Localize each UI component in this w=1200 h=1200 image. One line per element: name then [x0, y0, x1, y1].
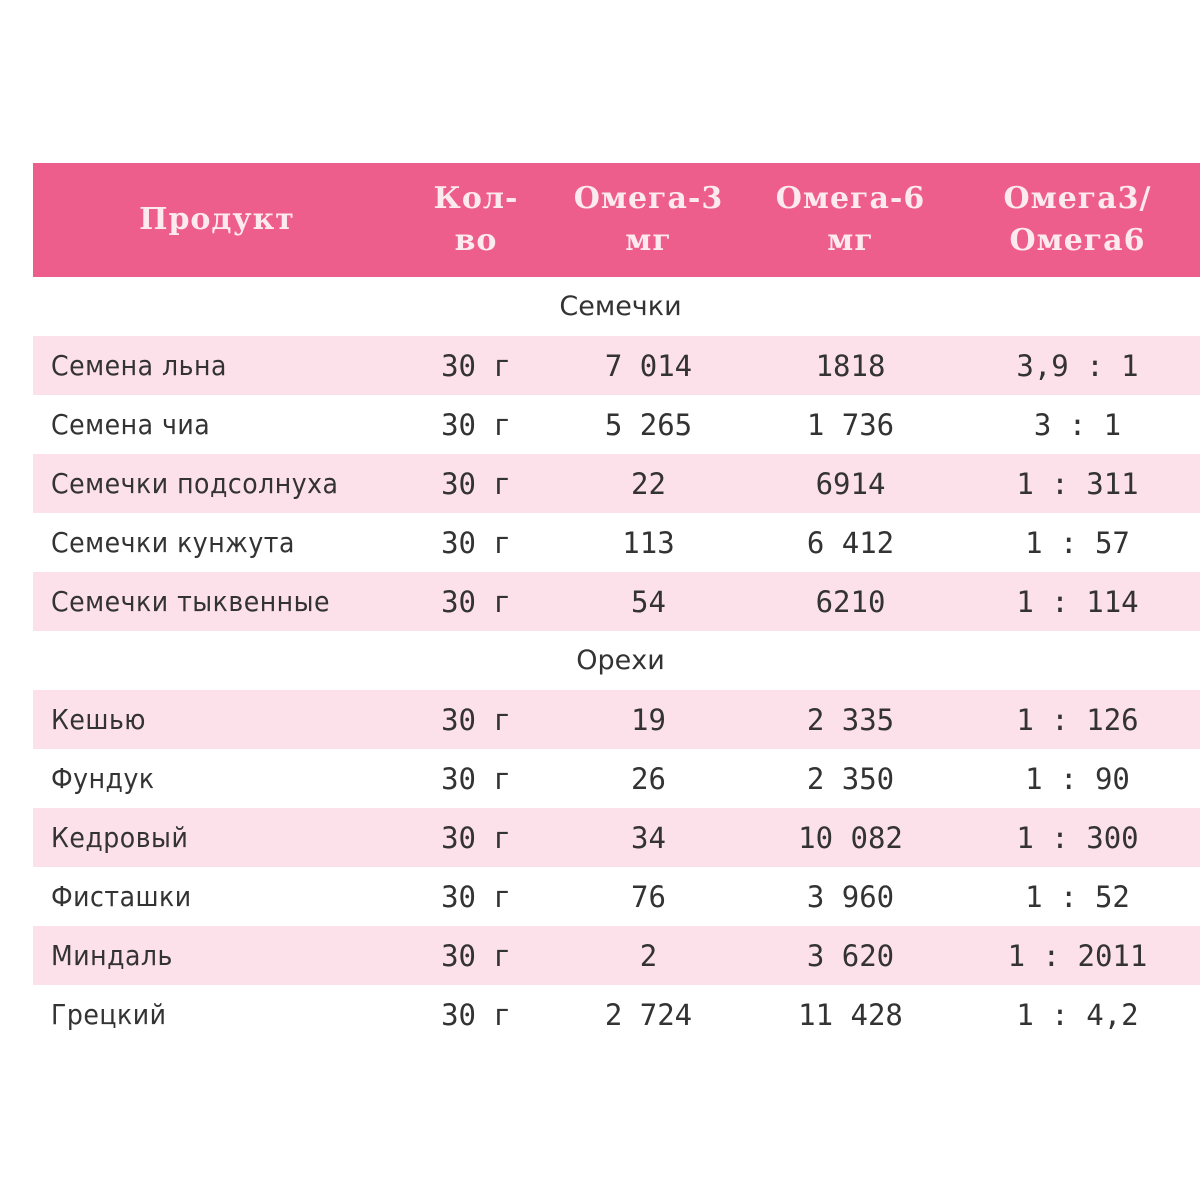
cell-ratio: 1 : 4,2	[1016, 997, 1139, 1032]
cell-qty: 30 г	[441, 584, 511, 619]
cell-omega6: 2 350	[806, 761, 895, 796]
table-header: Продукт Кол- во Омега-3 мг Омега-6 мг Ом…	[33, 163, 1200, 277]
section-title-text: Орехи	[576, 645, 665, 676]
cell-qty: 30 г	[441, 938, 511, 973]
cell-omega6: 6914	[815, 466, 886, 501]
cell-product: Семечки кунжута	[51, 526, 295, 559]
cell-product: Кедровый	[51, 821, 189, 854]
table-row: Семена льна 30 г 7 014 1818 3,9 : 1	[33, 336, 1200, 395]
table-row: Семечки кунжута 30 г 113 6 412 1 : 57	[33, 513, 1200, 572]
cell-ratio: 1 : 114	[1016, 584, 1139, 619]
cell-qty: 30 г	[441, 879, 511, 914]
header-omega3: Омега-3 мг	[573, 181, 724, 258]
cell-qty: 30 г	[441, 466, 511, 501]
cell-ratio: 1 : 57	[1025, 525, 1130, 560]
omega-table: Продукт Кол- во Омега-3 мг Омега-6 мг Ом…	[33, 163, 1200, 1044]
cell-qty: 30 г	[441, 702, 511, 737]
cell-product: Фундук	[51, 762, 155, 795]
cell-qty: 30 г	[441, 761, 511, 796]
cell-omega3: 113	[622, 525, 675, 560]
cell-omega3: 7 014	[604, 348, 693, 383]
cell-omega6: 6210	[815, 584, 886, 619]
cell-omega6: 2 335	[806, 702, 895, 737]
cell-ratio: 1 : 90	[1025, 761, 1130, 796]
table-row: Миндаль 30 г 2 3 620 1 : 2011	[33, 926, 1200, 985]
cell-omega3: 22	[631, 466, 666, 501]
cell-ratio: 1 : 311	[1016, 466, 1139, 501]
cell-ratio: 1 : 52	[1025, 879, 1130, 914]
table-row: Грецкий 30 г 2 724 11 428 1 : 4,2	[33, 985, 1200, 1044]
table-row: Кешью 30 г 19 2 335 1 : 126	[33, 690, 1200, 749]
cell-qty: 30 г	[441, 997, 511, 1032]
cell-omega6: 3 960	[806, 879, 895, 914]
cell-product: Грецкий	[51, 998, 167, 1031]
table-row: Фундук 30 г 26 2 350 1 : 90	[33, 749, 1200, 808]
cell-product: Кешью	[51, 703, 146, 736]
cell-qty: 30 г	[441, 407, 511, 442]
section-title-seeds: Семечки	[33, 277, 1200, 336]
cell-omega3: 2	[639, 938, 658, 973]
header-omega6: Омега-6 мг	[775, 181, 926, 258]
cell-omega3: 34	[631, 820, 666, 855]
table-row: Кедровый 30 г 34 10 082 1 : 300	[33, 808, 1200, 867]
cell-omega6: 1818	[815, 348, 886, 383]
cell-omega6: 1 736	[806, 407, 895, 442]
table-row: Семечки тыквенные 30 г 54 6210 1 : 114	[33, 572, 1200, 631]
cell-product: Фисташки	[51, 880, 192, 913]
cell-qty: 30 г	[441, 348, 511, 383]
section-title-nuts: Орехи	[33, 631, 1200, 690]
cell-product: Семена льна	[51, 349, 227, 382]
cell-omega6: 11 428	[798, 997, 903, 1032]
section-title-text: Семечки	[559, 291, 682, 322]
cell-ratio: 3 : 1	[1033, 407, 1122, 442]
cell-product: Семена чиа	[51, 408, 211, 441]
cell-omega3: 26	[631, 761, 666, 796]
cell-omega3: 76	[631, 879, 666, 914]
header-qty: Кол- во	[433, 181, 519, 258]
table-row: Фисташки 30 г 76 3 960 1 : 52	[33, 867, 1200, 926]
cell-qty: 30 г	[441, 820, 511, 855]
cell-omega6: 3 620	[806, 938, 895, 973]
cell-omega3: 5 265	[604, 407, 693, 442]
table-row: Семечки подсолнуха 30 г 22 6914 1 : 311	[33, 454, 1200, 513]
cell-omega3: 54	[631, 584, 666, 619]
header-product: Продукт	[139, 202, 295, 237]
cell-ratio: 1 : 126	[1016, 702, 1139, 737]
cell-ratio: 1 : 2011	[1007, 938, 1148, 973]
cell-ratio: 3,9 : 1	[1016, 348, 1139, 383]
table-row: Семена чиа 30 г 5 265 1 736 3 : 1	[33, 395, 1200, 454]
cell-product: Семечки тыквенные	[51, 585, 331, 618]
cell-product: Миндаль	[51, 939, 173, 972]
cell-ratio: 1 : 300	[1016, 820, 1139, 855]
cell-omega6: 6 412	[806, 525, 895, 560]
cell-qty: 30 г	[441, 525, 511, 560]
cell-omega6: 10 082	[798, 820, 903, 855]
header-ratio: Омега3/ Омега6	[1003, 181, 1152, 258]
cell-omega3: 19	[631, 702, 666, 737]
cell-omega3: 2 724	[604, 997, 693, 1032]
cell-product: Семечки подсолнуха	[51, 467, 339, 500]
